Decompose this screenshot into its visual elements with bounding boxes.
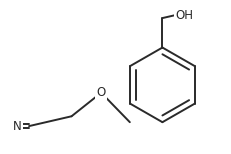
Text: OH: OH	[175, 9, 193, 22]
Text: O: O	[97, 86, 106, 99]
Text: N: N	[13, 120, 21, 133]
